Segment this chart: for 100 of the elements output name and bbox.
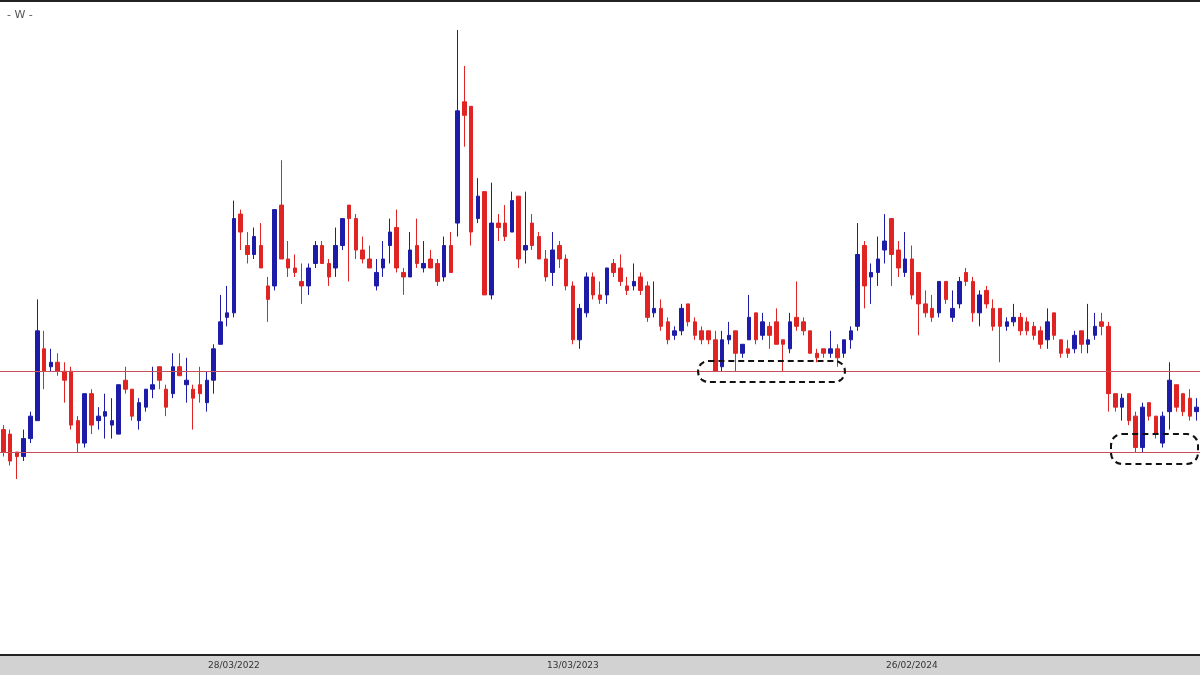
candlestick	[8, 429, 12, 467]
candlestick	[103, 393, 107, 440]
candlestick	[713, 330, 718, 372]
candlestick	[476, 177, 480, 224]
candlestick	[788, 312, 792, 354]
candlestick	[340, 218, 345, 251]
candlestick	[564, 254, 568, 291]
candlestick	[557, 240, 562, 269]
candlestick	[659, 298, 663, 332]
candlestick	[442, 236, 446, 282]
candlestick	[632, 262, 636, 291]
candlestick	[367, 245, 372, 269]
candlestick	[259, 222, 263, 269]
candlestick	[1154, 415, 1158, 440]
candlestick	[815, 348, 819, 363]
candlestick	[544, 249, 548, 282]
candlestick	[144, 388, 148, 413]
candlestick	[130, 388, 134, 422]
candlestick	[469, 105, 473, 247]
candlestick	[408, 231, 412, 278]
candlestick	[205, 370, 209, 413]
candlestick	[740, 343, 745, 359]
candlestick	[977, 289, 982, 327]
candlestick	[1032, 321, 1036, 341]
candlestick	[1174, 384, 1179, 413]
candlestick	[164, 384, 168, 417]
x-tick-label: 26/02/2024	[885, 659, 939, 670]
candlestick	[1106, 321, 1111, 413]
candlestick	[855, 222, 860, 332]
candlestick	[916, 271, 921, 336]
candlestick	[299, 262, 304, 305]
candlestick	[1, 424, 6, 458]
candlestick	[998, 307, 1002, 363]
candlestick	[211, 343, 216, 395]
candlestick	[1005, 316, 1009, 332]
chart-title: - W -	[7, 8, 33, 21]
candlestick	[584, 271, 589, 318]
candlestick	[842, 339, 846, 359]
x-tick-label: 13/03/2023	[546, 659, 599, 670]
candlestick	[150, 366, 155, 399]
candlestick	[327, 258, 331, 287]
candlestick	[374, 258, 379, 291]
candlestick	[510, 191, 514, 233]
candlestick	[1120, 393, 1124, 422]
candlestick	[123, 366, 128, 395]
candlestick	[503, 204, 507, 242]
candlestick	[781, 339, 785, 372]
candlestick	[238, 209, 243, 251]
candlestick	[245, 231, 250, 264]
candlestick	[354, 213, 358, 260]
candlestick	[415, 218, 419, 269]
candlestick	[482, 191, 487, 296]
candlestick	[937, 280, 941, 318]
candlestick	[1099, 312, 1104, 336]
candlestick	[923, 289, 928, 318]
candlestick	[638, 271, 643, 296]
candlestick	[821, 348, 826, 359]
candlestick	[1147, 402, 1151, 422]
candlestick	[62, 361, 67, 404]
candlestick	[530, 213, 534, 251]
candlestick	[69, 366, 73, 431]
candlestick	[801, 316, 806, 336]
candlestick	[964, 267, 968, 287]
candlestick	[944, 280, 948, 305]
candlestick	[598, 280, 602, 305]
candlestick	[835, 343, 840, 368]
candlestick	[808, 330, 812, 354]
candlestick	[625, 276, 629, 296]
candlestick	[903, 231, 907, 278]
candlestick	[774, 307, 779, 345]
candlestick	[116, 384, 121, 435]
candlestick	[55, 352, 60, 377]
candlestick	[720, 330, 724, 372]
candlestick	[577, 303, 582, 350]
candlestick	[76, 415, 80, 453]
candlestick	[1140, 402, 1145, 453]
candlestick	[550, 231, 555, 287]
candlestick	[462, 65, 467, 148]
candlestick	[42, 330, 46, 390]
candlestick	[347, 204, 351, 282]
candlestick	[1181, 393, 1185, 417]
candlestick	[489, 182, 494, 300]
candlestick	[1113, 393, 1118, 413]
candlestick	[666, 316, 670, 345]
candlestick	[516, 195, 521, 269]
candlestick	[15, 451, 19, 480]
candlestick	[286, 240, 290, 278]
candlestick	[455, 29, 460, 238]
candlestick	[49, 348, 53, 372]
candlestick	[394, 209, 399, 273]
candlestick	[706, 330, 711, 345]
candlestick	[1045, 307, 1050, 350]
candlestick	[1018, 312, 1023, 336]
candlestick	[591, 271, 595, 300]
candlestick	[733, 330, 738, 372]
candlestick	[537, 231, 541, 260]
candlestick	[89, 388, 94, 435]
candlestick	[910, 245, 914, 300]
candlestick	[849, 325, 853, 350]
candlestick	[760, 312, 765, 341]
